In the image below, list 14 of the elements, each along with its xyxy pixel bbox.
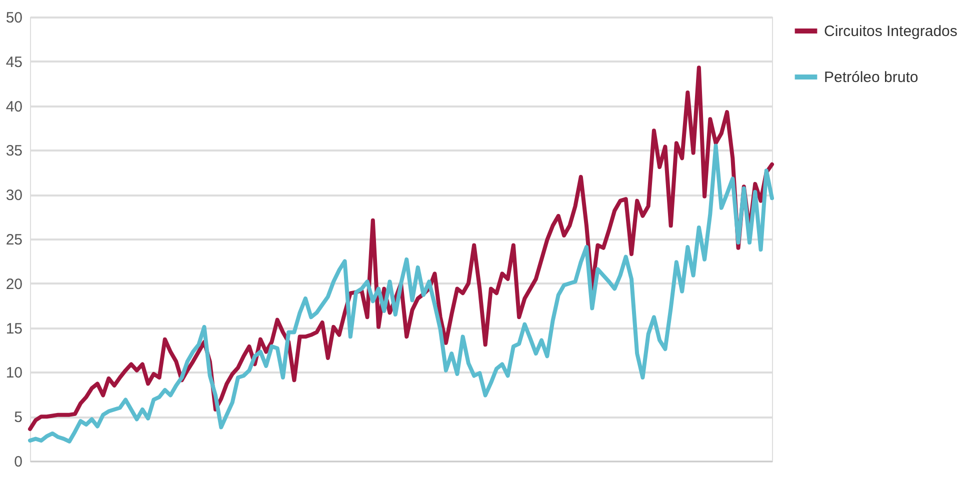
y-tick-label: 15 (6, 320, 22, 338)
y-tick-label: 45 (6, 54, 22, 71)
y-tick-label: 40 (6, 98, 22, 116)
y-tick-label: 5 (14, 409, 22, 426)
y-tick-label: 50 (6, 10, 22, 26)
legend-label: Circuitos Integrados (824, 23, 958, 40)
y-tick-label: 25 (6, 232, 22, 248)
y-tick-label: 30 (6, 187, 22, 204)
y-tick-label: 0 (14, 454, 22, 470)
legend-label: Petróleo bruto (824, 69, 918, 86)
line-series (28, 144, 774, 444)
y-tick-label: 10 (6, 364, 22, 382)
y-tick-label: 20 (6, 276, 22, 293)
y-tick-label: 35 (6, 142, 22, 160)
